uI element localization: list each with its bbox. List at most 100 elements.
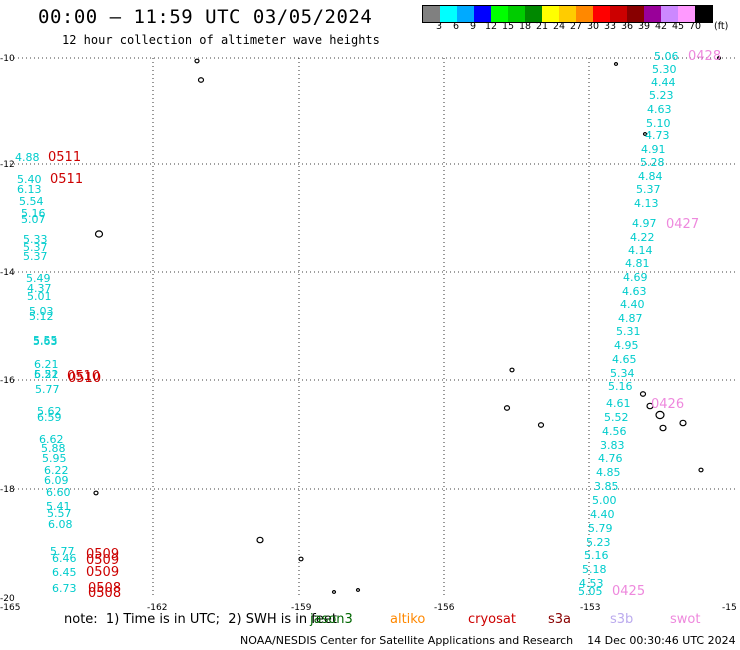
wave-height-value: 5.31 bbox=[616, 325, 641, 338]
wave-height-value: 5.40 bbox=[17, 173, 42, 186]
wave-height-value: 5.63 bbox=[33, 335, 58, 348]
footer-note: note: 1) Time is in UTC; 2) SWH is in fe… bbox=[64, 612, 337, 627]
wave-height-value: 4.87 bbox=[618, 312, 643, 325]
island-outline bbox=[655, 410, 665, 420]
wave-height-value: 4.61 bbox=[606, 397, 631, 410]
color-swatch bbox=[678, 6, 695, 22]
footer-credit: NOAA/NESDIS Center for Satellite Applica… bbox=[240, 634, 736, 647]
color-scale-label: 27 bbox=[570, 21, 583, 32]
pass-time-label: 0508 bbox=[88, 581, 121, 596]
color-scale-label: 70 bbox=[689, 21, 702, 32]
island-outline bbox=[256, 536, 264, 544]
altimeter-tracks: 4.885.406.135.545.165.075.335.375.375.49… bbox=[15, 49, 721, 601]
wave-height-value: 4.53 bbox=[579, 577, 604, 590]
island-outline bbox=[298, 556, 304, 562]
wave-height-value: 6.60 bbox=[46, 486, 71, 499]
wave-height-value: 5.33 bbox=[23, 233, 48, 246]
satellite-legend-item: altiko bbox=[390, 612, 426, 627]
island-outline bbox=[355, 588, 361, 592]
wave-height-value: 5.05 bbox=[578, 585, 603, 598]
wave-height-value: 4.85 bbox=[596, 466, 621, 479]
wave-height-value: 4.37 bbox=[27, 282, 52, 295]
map-grid bbox=[10, 57, 736, 598]
wave-height-value: 4.69 bbox=[623, 271, 648, 284]
wave-height-value: 4.63 bbox=[622, 285, 647, 298]
wave-height-value: 6.21 bbox=[34, 358, 59, 371]
wave-height-value: 4.63 bbox=[647, 103, 672, 116]
wave-height-value: 5.12 bbox=[29, 310, 54, 323]
island-outline bbox=[642, 132, 648, 136]
color-scale-label: 42 bbox=[655, 21, 668, 32]
wave-height-value: 5.16 bbox=[21, 207, 46, 220]
color-scale-label: 36 bbox=[621, 21, 634, 32]
island-outline bbox=[93, 490, 99, 496]
wave-height-value: 4.56 bbox=[602, 425, 627, 438]
island-outline bbox=[646, 402, 654, 410]
satellite-legend-item: cryosat bbox=[468, 612, 516, 627]
wave-height-value: 5.01 bbox=[27, 290, 52, 303]
pass-time-label: 0426 bbox=[651, 397, 684, 412]
island-outline bbox=[194, 58, 200, 64]
color-swatch bbox=[423, 6, 440, 22]
wave-height-value: 5.62 bbox=[37, 405, 62, 418]
wave-height-value: 5.55 bbox=[33, 334, 58, 347]
wave-height-value: 6.45 bbox=[52, 566, 77, 579]
wave-height-value: 5.77 bbox=[35, 383, 60, 396]
island-outline bbox=[197, 77, 205, 83]
satellite-legend-item: s3a bbox=[548, 612, 572, 627]
x-tick-label: -165 bbox=[0, 603, 20, 613]
island-outline bbox=[698, 467, 704, 473]
wave-height-value: 6.08 bbox=[48, 518, 73, 531]
color-swatch bbox=[593, 6, 610, 22]
island-outline bbox=[659, 424, 667, 432]
wave-height-value: 4.40 bbox=[590, 508, 615, 521]
wave-height-value: 5.06 bbox=[654, 50, 679, 63]
pass-time-label: 0425 bbox=[612, 584, 645, 599]
wave-height-value: 4.91 bbox=[641, 143, 666, 156]
pass-time-label: 0511 bbox=[48, 150, 81, 165]
color-scale-label: 45 bbox=[672, 21, 685, 32]
color-swatch bbox=[644, 6, 661, 22]
color-swatch bbox=[559, 6, 576, 22]
color-swatch bbox=[661, 6, 678, 22]
wave-height-value: 5.52 bbox=[604, 411, 629, 424]
wave-height-value: 5.79 bbox=[588, 522, 613, 535]
wave-height-value: 6.13 bbox=[17, 183, 42, 196]
wave-height-value: 4.88 bbox=[15, 151, 40, 164]
color-scale-label: 33 bbox=[604, 21, 617, 32]
axis-tick-labels: -165 -162 -159 -156 -153 -15 -10 -12 -14 -16 -18 -2… bbox=[0, 54, 737, 613]
color-swatch bbox=[440, 6, 457, 22]
wave-height-value: 4.97 bbox=[632, 217, 657, 230]
wave-height-value: 5.95 bbox=[42, 452, 67, 465]
wave-height-value: 4.73 bbox=[645, 129, 670, 142]
wave-height-value: 5.23 bbox=[586, 536, 611, 549]
wave-height-value: 5.41 bbox=[46, 500, 71, 513]
wave-height-value: 6.22 bbox=[44, 464, 69, 477]
wave-height-value: 5.37 bbox=[23, 250, 48, 263]
wave-height-value: 4.13 bbox=[634, 197, 659, 210]
color-swatch bbox=[627, 6, 644, 22]
x-tick-label: -15 bbox=[722, 603, 737, 613]
wave-height-value: 4.81 bbox=[625, 257, 650, 270]
pass-time-label: 0510 bbox=[68, 371, 101, 386]
page-subtitle: 12 hour collection of altimeter wave hei… bbox=[62, 33, 380, 47]
wave-height-value: 4.84 bbox=[638, 170, 663, 183]
pass-time-label: 0509 bbox=[86, 547, 119, 562]
y-tick-label: -16 bbox=[0, 376, 15, 386]
wave-height-value: 6.59 bbox=[37, 411, 62, 424]
y-tick-label: -12 bbox=[0, 160, 15, 170]
satellite-legend-item: swot bbox=[670, 612, 701, 627]
color-scale-label: 9 bbox=[470, 21, 477, 32]
wave-height-value: 6.46 bbox=[52, 552, 77, 565]
island-outline bbox=[679, 419, 687, 427]
color-swatch bbox=[525, 6, 542, 22]
page-title: 00:00 – 11:59 UTC 03/05/2024 bbox=[38, 6, 373, 28]
color-scale-label: 21 bbox=[536, 21, 549, 32]
y-tick-label: -14 bbox=[0, 268, 15, 278]
wave-height-value: 5.37 bbox=[636, 183, 661, 196]
y-tick-label: -10 bbox=[0, 54, 15, 64]
color-scale-label: 6 bbox=[453, 21, 460, 32]
wave-height-value: 5.34 bbox=[610, 367, 635, 380]
pass-time-label: 0427 bbox=[666, 217, 699, 232]
